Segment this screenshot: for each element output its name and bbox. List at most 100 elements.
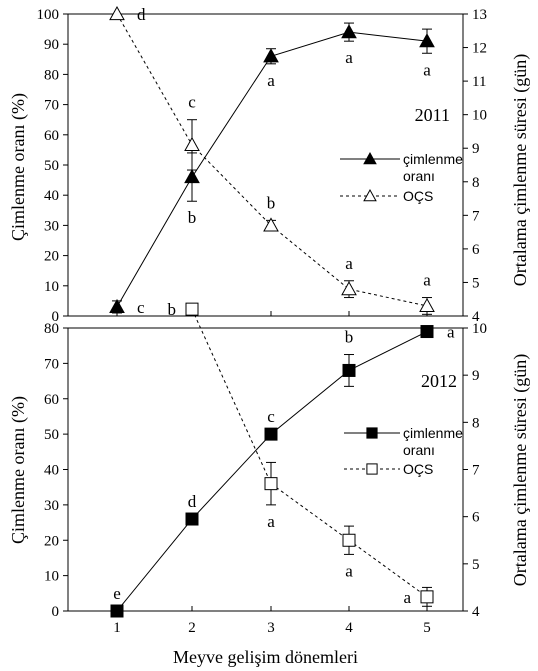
legend-label: oranı: [403, 442, 435, 458]
y2-tick-label: 12: [472, 41, 487, 57]
y-tick-label: 80: [44, 67, 59, 83]
y2-tick-label: 5: [472, 275, 480, 291]
y2-tick-label: 7: [472, 463, 480, 479]
y2-tick-label: 8: [472, 175, 480, 191]
data-point-marker: [263, 217, 279, 232]
significance-label: a: [345, 561, 353, 580]
data-point-marker: [263, 48, 279, 63]
y-axis-label: Çimlenme oranı (%): [8, 93, 29, 241]
data-point-marker: [419, 33, 435, 48]
x-tick-label: 4: [345, 620, 353, 636]
x-tick-label: 1: [113, 620, 121, 636]
data-point-marker: [341, 24, 357, 39]
significance-label: b: [345, 328, 354, 347]
y-tick-label: 80: [44, 321, 59, 337]
y-tick-label: 30: [44, 218, 59, 234]
y2-tick-label: 4: [472, 604, 480, 620]
x-tick-label: 3: [267, 620, 275, 636]
data-point-marker: [363, 152, 377, 165]
y-tick-label: 90: [44, 37, 59, 53]
significance-label: c: [137, 298, 145, 317]
data-point-marker: [366, 427, 378, 439]
y2-tick-label: 9: [472, 368, 480, 384]
panel-year-label: 2012: [421, 371, 457, 391]
data-point-marker: [363, 189, 377, 202]
x-tick-label: 5: [423, 620, 431, 636]
series-line-cimlenme: [116, 331, 428, 612]
significance-label: b: [168, 300, 177, 319]
significance-label: a: [423, 60, 431, 79]
significance-label: c: [188, 93, 196, 112]
series-line-ocs: [191, 308, 428, 598]
legend-label: çimlenme: [403, 151, 463, 167]
y-tick-label: 70: [44, 98, 59, 114]
x-axis-label: Meyve gelişim dönemleri: [173, 647, 358, 667]
y2-tick-label: 10: [472, 108, 487, 124]
legend-label: OÇS: [403, 461, 433, 477]
y2-tick-label: 10: [472, 321, 487, 337]
data-point-marker: [366, 463, 378, 475]
data-point-marker: [109, 298, 125, 314]
significance-label: a: [345, 48, 353, 67]
y-tick-label: 10: [44, 279, 59, 295]
legend-label: çimlenme: [403, 425, 463, 441]
series-line-ocs: [116, 13, 428, 307]
y-tick-label: 20: [44, 533, 59, 549]
y-tick-label: 40: [44, 463, 59, 479]
data-point-marker: [264, 477, 278, 491]
significance-label: e: [113, 584, 121, 603]
significance-label: b: [267, 193, 276, 212]
panel-year-label: 2011: [415, 105, 450, 125]
significance-label: d: [188, 492, 197, 511]
data-point-marker: [341, 281, 357, 296]
y-tick-label: 40: [44, 188, 59, 204]
data-point-marker: [184, 169, 200, 184]
significance-label: a: [403, 588, 411, 607]
y2-tick-label: 7: [472, 208, 480, 224]
data-point-marker: [419, 297, 435, 313]
y-tick-label: 20: [44, 249, 59, 265]
y2-tick-label: 9: [472, 141, 480, 157]
y2-tick-label: 4: [472, 309, 480, 325]
y2-tick-label: 13: [472, 7, 487, 23]
data-point-marker: [184, 136, 200, 151]
y-tick-label: 30: [44, 498, 59, 514]
y2-tick-label: 11: [472, 74, 486, 90]
panel-2011: 0 10 20 30 40 50 60 70 80 90 100 4 5 6 7 8 9 10 11 12 13 Çiml…: [8, 5, 531, 325]
data-point-marker: [110, 604, 124, 618]
legend-label: oranı: [403, 168, 435, 184]
significance-label: a: [267, 71, 275, 90]
significance-label: a: [423, 271, 431, 290]
y2-tick-label: 6: [472, 510, 480, 526]
y-axis-label: Çimlenme oranı (%): [8, 396, 29, 544]
y-tick-label: 60: [44, 128, 59, 144]
significance-label: b: [188, 208, 197, 227]
y-tick-label: 70: [44, 356, 59, 372]
data-point-marker: [264, 427, 278, 441]
y2-tick-label: 8: [472, 415, 480, 431]
y-tick-label: 0: [52, 309, 60, 325]
data-point-marker: [342, 363, 356, 377]
y-tick-label: 50: [44, 158, 59, 174]
y-tick-label: 10: [44, 569, 59, 585]
data-point-marker: [342, 533, 356, 547]
data-point-marker: [185, 302, 199, 316]
significance-label: d: [137, 5, 146, 24]
y2-tick-label: 5: [472, 557, 480, 573]
y2-axis-label: Ortalama çimlenme süresi (gün): [510, 54, 531, 286]
x-tick-label: 2: [188, 620, 196, 636]
significance-label: a: [267, 512, 275, 531]
data-point-marker: [420, 590, 434, 604]
data-point-marker: [420, 325, 434, 339]
significance-label: a: [447, 323, 455, 342]
significance-label: c: [267, 407, 275, 426]
y2-axis-label: Ortalama çimlenme süresi (gün): [510, 354, 531, 586]
y-tick-label: 50: [44, 427, 59, 443]
y-tick-label: 0: [52, 604, 60, 620]
data-point-marker: [185, 512, 199, 526]
y2-tick-label: 6: [472, 242, 480, 258]
y-tick-label: 60: [44, 392, 59, 408]
y-tick-label: 100: [37, 7, 60, 23]
